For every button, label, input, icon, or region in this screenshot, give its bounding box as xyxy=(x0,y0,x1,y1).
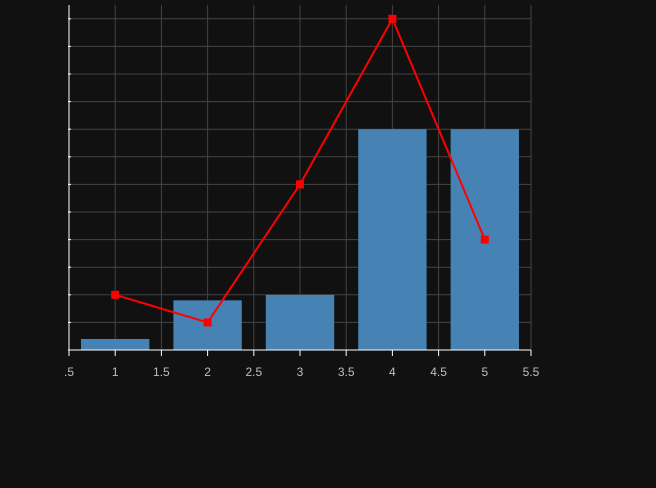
x-tick-label: 1.5 xyxy=(153,365,170,379)
x-tick-label: 1 xyxy=(112,365,119,379)
bar xyxy=(81,338,150,350)
x-tick-label: 3.5 xyxy=(338,365,355,379)
x-tick-label: 5 xyxy=(481,365,488,379)
x-axis-ticks: .5 1 1.5 2 2.5 3 3.5 4 4.5 5 5.5 xyxy=(64,350,540,379)
line-series xyxy=(111,14,489,327)
x-tick-label: 2.5 xyxy=(245,365,262,379)
data-point xyxy=(480,235,489,244)
data-point xyxy=(296,180,304,189)
data-point xyxy=(388,14,397,23)
x-tick-label: 3 xyxy=(297,365,304,379)
data-point xyxy=(111,290,120,299)
x-tick-label: 4 xyxy=(389,365,396,379)
x-tick-label: 2 xyxy=(204,365,211,379)
data-point xyxy=(203,318,212,327)
x-tick-label: 5.5 xyxy=(523,365,540,379)
x-tick-label: .5 xyxy=(64,365,74,379)
bar xyxy=(265,294,335,350)
x-tick-label: 4.5 xyxy=(430,365,447,379)
bar xyxy=(358,129,427,350)
